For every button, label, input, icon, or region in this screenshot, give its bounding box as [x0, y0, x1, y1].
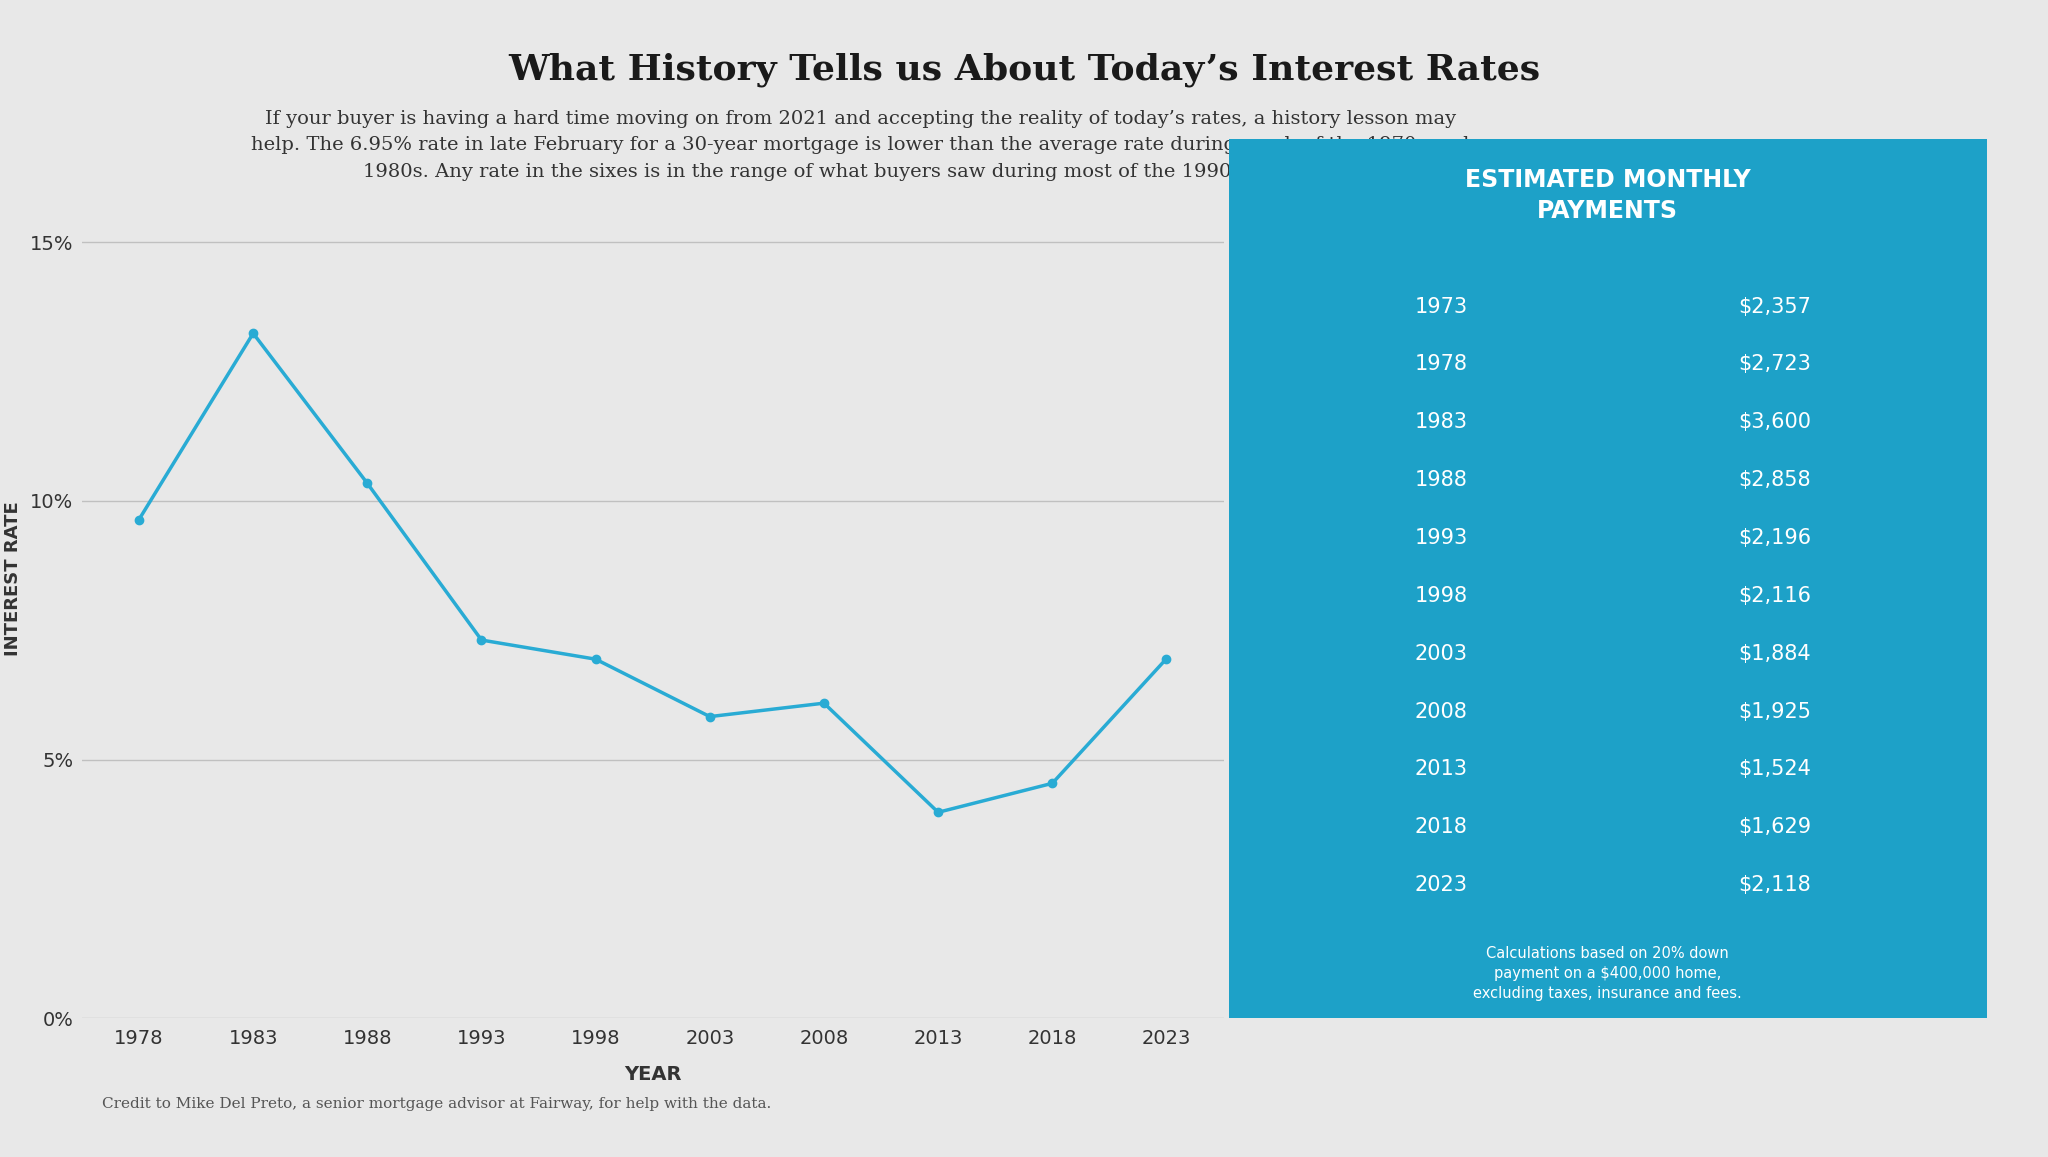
Text: 2018: 2018: [1415, 817, 1468, 838]
X-axis label: YEAR: YEAR: [625, 1064, 682, 1084]
Text: Credit to Mike Del Preto, a senior mortgage advisor at Fairway, for help with th: Credit to Mike Del Preto, a senior mortg…: [102, 1097, 772, 1111]
Text: 2013: 2013: [1415, 759, 1468, 780]
Text: 1978: 1978: [1415, 354, 1468, 375]
Text: Calculations based on 20% down
payment on a $400,000 home,
excluding taxes, insu: Calculations based on 20% down payment o…: [1473, 946, 1743, 1001]
Text: If your buyer is having a hard time moving on from 2021 and accepting the realit: If your buyer is having a hard time movi…: [252, 110, 1468, 180]
Text: 2003: 2003: [1415, 643, 1468, 664]
Text: 2023: 2023: [1415, 875, 1468, 896]
Text: $3,600: $3,600: [1739, 412, 1810, 433]
Text: 1988: 1988: [1415, 470, 1468, 491]
Text: 1973: 1973: [1415, 296, 1468, 317]
Text: $2,723: $2,723: [1739, 354, 1810, 375]
Text: $2,196: $2,196: [1739, 528, 1810, 548]
Text: $1,884: $1,884: [1739, 643, 1810, 664]
Text: 1983: 1983: [1415, 412, 1468, 433]
Text: $1,524: $1,524: [1739, 759, 1810, 780]
Text: 1998: 1998: [1415, 585, 1468, 606]
Text: $2,118: $2,118: [1739, 875, 1810, 896]
Text: $1,925: $1,925: [1739, 701, 1810, 722]
Text: ESTIMATED MONTHLY
PAYMENTS: ESTIMATED MONTHLY PAYMENTS: [1464, 168, 1751, 223]
Text: $1,629: $1,629: [1739, 817, 1810, 838]
Text: $2,858: $2,858: [1739, 470, 1810, 491]
Text: What History Tells us About Today’s Interest Rates: What History Tells us About Today’s Inte…: [508, 52, 1540, 87]
Text: 2008: 2008: [1415, 701, 1468, 722]
Y-axis label: INTEREST RATE: INTEREST RATE: [4, 501, 23, 656]
Text: 1993: 1993: [1415, 528, 1468, 548]
Text: $2,357: $2,357: [1739, 296, 1810, 317]
Text: $2,116: $2,116: [1739, 585, 1810, 606]
